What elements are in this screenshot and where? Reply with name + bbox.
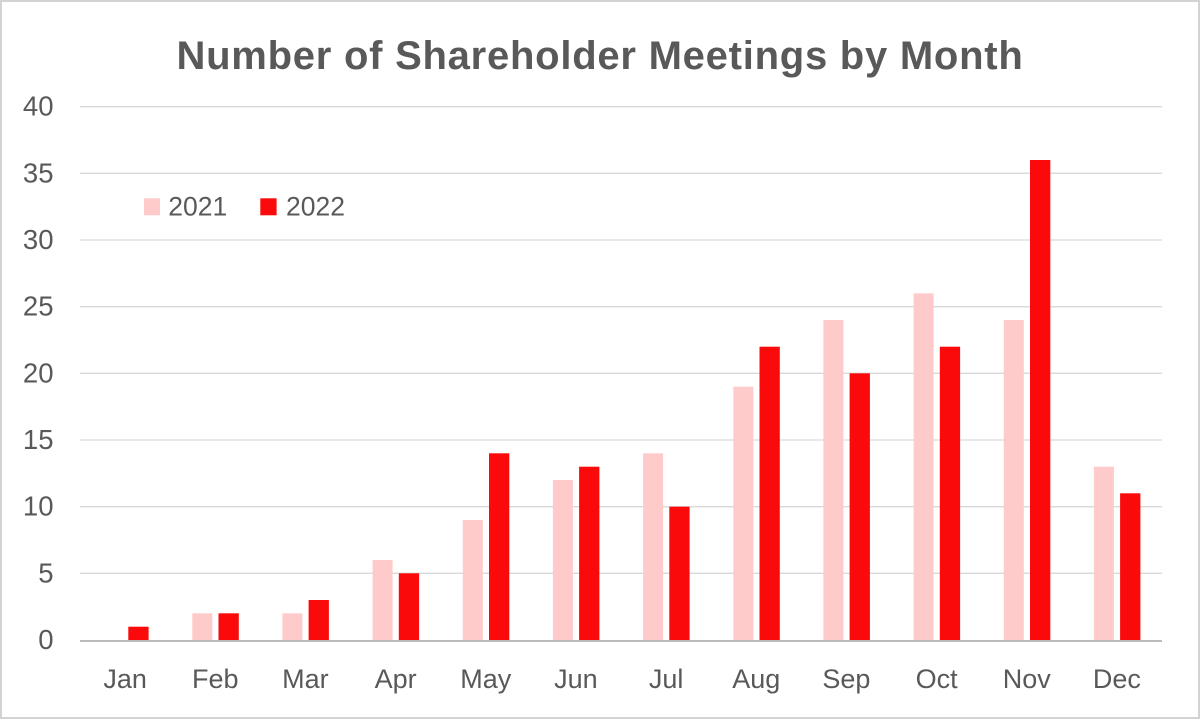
svg-text:Aug: Aug bbox=[732, 664, 780, 694]
svg-text:Number of Shareholder Meetings: Number of Shareholder Meetings by Month bbox=[176, 34, 1023, 78]
svg-text:Apr: Apr bbox=[375, 664, 417, 694]
svg-text:Feb: Feb bbox=[192, 664, 239, 694]
svg-text:40: 40 bbox=[23, 91, 54, 122]
svg-text:Oct: Oct bbox=[916, 664, 959, 694]
svg-text:2021: 2021 bbox=[168, 191, 227, 221]
svg-text:May: May bbox=[460, 664, 512, 694]
svg-text:2022: 2022 bbox=[286, 191, 345, 221]
svg-text:25: 25 bbox=[23, 291, 54, 322]
svg-text:20: 20 bbox=[23, 357, 54, 388]
svg-text:30: 30 bbox=[23, 224, 54, 255]
svg-text:35: 35 bbox=[23, 157, 54, 188]
svg-text:Sep: Sep bbox=[822, 664, 870, 694]
svg-text:Nov: Nov bbox=[1003, 664, 1052, 694]
svg-text:10: 10 bbox=[23, 491, 54, 522]
svg-text:0: 0 bbox=[38, 624, 53, 655]
svg-text:Mar: Mar bbox=[282, 664, 329, 694]
svg-text:Dec: Dec bbox=[1093, 664, 1141, 694]
svg-text:Jun: Jun bbox=[554, 664, 598, 694]
svg-text:5: 5 bbox=[38, 557, 53, 588]
svg-text:15: 15 bbox=[23, 424, 54, 455]
svg-text:Jan: Jan bbox=[103, 664, 147, 694]
svg-text:Jul: Jul bbox=[649, 664, 684, 694]
